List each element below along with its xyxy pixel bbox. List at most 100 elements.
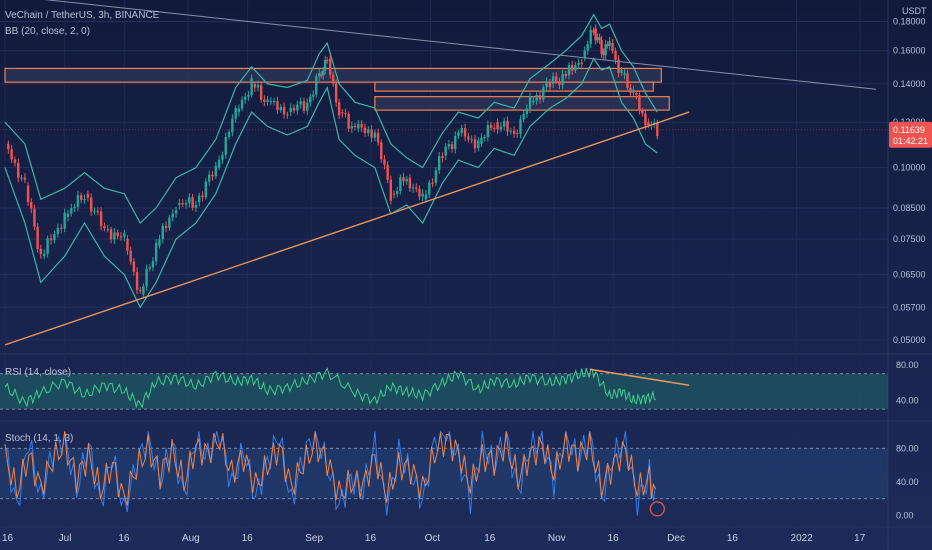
candle-body (253, 83, 256, 88)
candle-body (486, 125, 490, 137)
candle-body (623, 73, 626, 76)
candle-body (154, 242, 158, 262)
time-tick-label: 17 (854, 533, 866, 544)
candle-body (367, 129, 370, 134)
candle-body (611, 43, 614, 51)
candle-body (276, 100, 279, 111)
candle-body (83, 198, 86, 201)
time-axis[interactable]: 16 Jul 16 Aug 16 Sep 16 Oct 16 Nov 16 Dec 16 2022 17 (2, 533, 866, 544)
candle-body (158, 239, 161, 246)
candle-body (70, 208, 73, 214)
candle-body (302, 101, 306, 111)
time-tick-label: Oct (425, 533, 441, 544)
candle-body (20, 177, 23, 179)
candle-body (592, 29, 595, 33)
candle-body (309, 96, 312, 103)
candle-body (477, 140, 480, 149)
stoch-axis[interactable]: 0.00 40.00 80.00 (896, 443, 919, 520)
candle-body (142, 286, 145, 295)
rsi-indicator-label[interactable]: RSI (14, close) (5, 367, 71, 378)
candle-body (328, 58, 332, 75)
candle-body (399, 177, 402, 192)
bb-indicator-label[interactable]: BB (20, close, 2, 0) (5, 26, 90, 37)
candle-body (221, 154, 224, 160)
candle-body (312, 94, 315, 97)
candle-body (106, 229, 109, 231)
candle-body (126, 239, 129, 251)
candle-body (194, 205, 198, 208)
candle-body (454, 135, 457, 149)
candle-body (320, 75, 323, 77)
resistance-zone-3 (374, 81, 654, 92)
candle-body (263, 99, 266, 102)
candle-body (116, 232, 119, 237)
candle-body (325, 60, 329, 62)
candle-body (46, 238, 49, 254)
candle-body (567, 65, 571, 76)
candle-body (17, 162, 20, 178)
candle-body (483, 136, 486, 138)
candle-body (23, 177, 27, 180)
candle-body (145, 268, 148, 287)
candle-body (614, 50, 617, 60)
time-tick-label: Jul (59, 533, 72, 544)
candle-body (227, 132, 231, 138)
candle-body (538, 95, 542, 100)
candle-body (493, 127, 496, 129)
candle-body (66, 213, 70, 217)
ascending-support-trendline[interactable] (4, 111, 690, 346)
candle-body (148, 267, 151, 269)
time-tick-label: Aug (182, 533, 200, 544)
rsi-tick-label: 80.00 (896, 360, 919, 370)
candles (7, 24, 659, 299)
candle-body (548, 81, 552, 88)
candle-body (463, 127, 467, 137)
candle-body (244, 96, 247, 100)
candle-body (224, 137, 227, 155)
candle-body (26, 185, 30, 203)
time-tick-label: 16 (727, 533, 739, 544)
candle-body (519, 119, 522, 134)
candle-body (132, 261, 136, 272)
candle-body (467, 136, 470, 140)
candle-body (629, 87, 632, 93)
candle-body (470, 139, 473, 141)
candle-body (256, 85, 260, 88)
price-tick-label: 0.10000 (893, 163, 926, 173)
candle-body (421, 193, 424, 197)
candle-body (528, 96, 532, 109)
candle-body (608, 41, 611, 46)
descending-resistance-trendline[interactable] (5, 0, 877, 90)
candle-body (415, 187, 418, 189)
candle-body (586, 43, 589, 51)
candle-body (635, 92, 638, 95)
candle-body (594, 28, 597, 41)
candle-body (334, 83, 338, 103)
price-tick-label: 0.05700 (893, 302, 926, 312)
resistance-zone-2 (374, 96, 670, 111)
candle-body (181, 203, 184, 205)
candle-body (63, 212, 66, 229)
candle-body (496, 122, 499, 130)
candle-body (373, 132, 377, 138)
time-tick-label: 16 (484, 533, 496, 544)
candle-body (647, 122, 650, 126)
candle-body (502, 120, 506, 127)
candle-body (323, 60, 327, 71)
candle-body (428, 182, 431, 195)
candle-body (56, 227, 60, 235)
candle-body (99, 211, 103, 227)
candle-body (441, 156, 444, 159)
currency-label: USDT (902, 6, 927, 16)
price-tag-background (889, 121, 932, 148)
candle-body (109, 229, 113, 240)
candle-body (418, 188, 421, 197)
symbol-title[interactable]: VeChain / TetherUS, 3h, BINANCE (5, 10, 160, 21)
stoch-indicator-label[interactable]: Stoch (14, 1, 3) (5, 433, 73, 444)
rsi-divergence-line[interactable] (589, 368, 690, 387)
time-tick-label: 16 (365, 533, 377, 544)
candle-body (380, 142, 383, 160)
rsi-axis[interactable]: 40.00 80.00 (896, 360, 919, 405)
candle-body (347, 113, 350, 129)
